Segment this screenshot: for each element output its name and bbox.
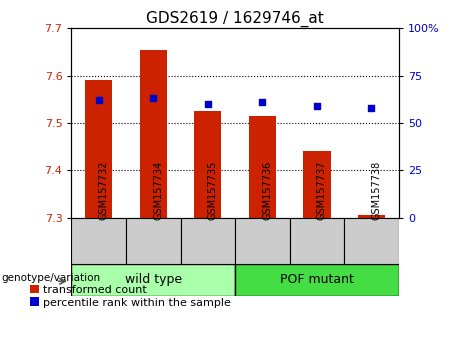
Text: GSM157738: GSM157738 [372, 161, 382, 220]
Point [149, 96, 157, 101]
Bar [344, 218, 399, 264]
Bar [194, 111, 221, 218]
Point [313, 103, 321, 109]
Text: GSM157735: GSM157735 [208, 161, 218, 220]
Point [259, 99, 266, 105]
Text: GSM157732: GSM157732 [99, 161, 109, 220]
Text: GSM157737: GSM157737 [317, 161, 327, 220]
Bar [85, 80, 112, 218]
Bar [181, 218, 235, 264]
Legend: transformed count, percentile rank within the sample: transformed count, percentile rank withi… [29, 284, 232, 309]
Text: genotype/variation: genotype/variation [1, 273, 100, 283]
Text: GSM157734: GSM157734 [153, 161, 163, 220]
Bar [140, 50, 167, 218]
Bar [358, 215, 385, 218]
Text: POF mutant: POF mutant [280, 273, 354, 286]
Bar [126, 218, 181, 264]
Point [204, 101, 212, 107]
Text: GSM157736: GSM157736 [262, 161, 272, 220]
Text: wild type: wild type [125, 273, 182, 286]
Bar [235, 264, 399, 296]
Bar [235, 218, 290, 264]
Bar [303, 152, 331, 218]
Title: GDS2619 / 1629746_at: GDS2619 / 1629746_at [146, 11, 324, 27]
Point [95, 97, 102, 103]
Bar [71, 218, 126, 264]
Point [368, 105, 375, 111]
Bar [71, 264, 235, 296]
Bar [249, 116, 276, 218]
Bar [290, 218, 344, 264]
